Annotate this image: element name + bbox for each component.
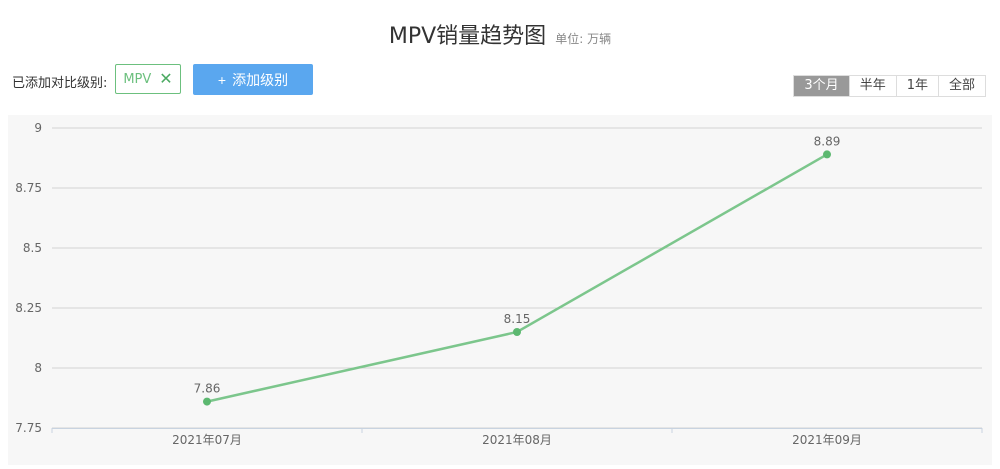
- tab-1-year[interactable]: 1年: [895, 76, 938, 96]
- tab-3-months[interactable]: 3个月: [794, 76, 849, 96]
- add-level-label: 添加级别: [232, 71, 289, 88]
- chart-title: MPV销量趋势图: [388, 24, 547, 49]
- compare-chip-mpv[interactable]: MPV ✕: [115, 64, 181, 94]
- y-tick-label: 7.75: [15, 421, 42, 435]
- unit-label: 单位: 万辆: [555, 32, 612, 46]
- data-label: 8.89: [814, 134, 841, 148]
- data-point: [203, 397, 211, 406]
- x-tick-label: 2021年07月: [172, 433, 242, 447]
- y-tick-label: 8.75: [15, 181, 42, 195]
- plus-icon: +: [217, 71, 227, 88]
- y-tick-label: 8.25: [15, 301, 42, 315]
- line-chart: 9 8.75 8.5 8.25 8 7.75 2021年07月 2021年08月 2021年09…: [15, 121, 983, 447]
- y-tick-label: 8.5: [23, 241, 42, 255]
- data-label: 7.86: [194, 382, 221, 396]
- y-tick-label: 8: [34, 361, 42, 375]
- close-icon[interactable]: ✕: [159, 69, 173, 88]
- data-point: [513, 328, 521, 336]
- add-level-button[interactable]: + 添加级别: [193, 64, 313, 95]
- chart-background: [8, 115, 992, 465]
- range-tabs: 3个月 半年 1年 全部: [793, 75, 986, 97]
- compare-label: 已添加对比级别:: [12, 76, 108, 91]
- data-label: 8.15: [504, 312, 531, 326]
- compare-chip-label: MPV: [123, 71, 152, 87]
- data-point: [823, 150, 831, 159]
- tab-half-year[interactable]: 半年: [848, 76, 896, 96]
- chart-area: 9 8.75 8.5 8.25 8 7.75 2021年07月 2021年08月 2021年09…: [0, 115, 1000, 465]
- y-tick-label: 9: [34, 121, 42, 135]
- x-tick-label: 2021年08月: [482, 433, 552, 447]
- series-line: [206, 153, 828, 403]
- tab-all[interactable]: 全部: [937, 76, 985, 96]
- chart-title-row: MPV销量趋势图 单位: 万辆: [0, 18, 1000, 50]
- x-tick-label: 2021年09月: [792, 433, 862, 447]
